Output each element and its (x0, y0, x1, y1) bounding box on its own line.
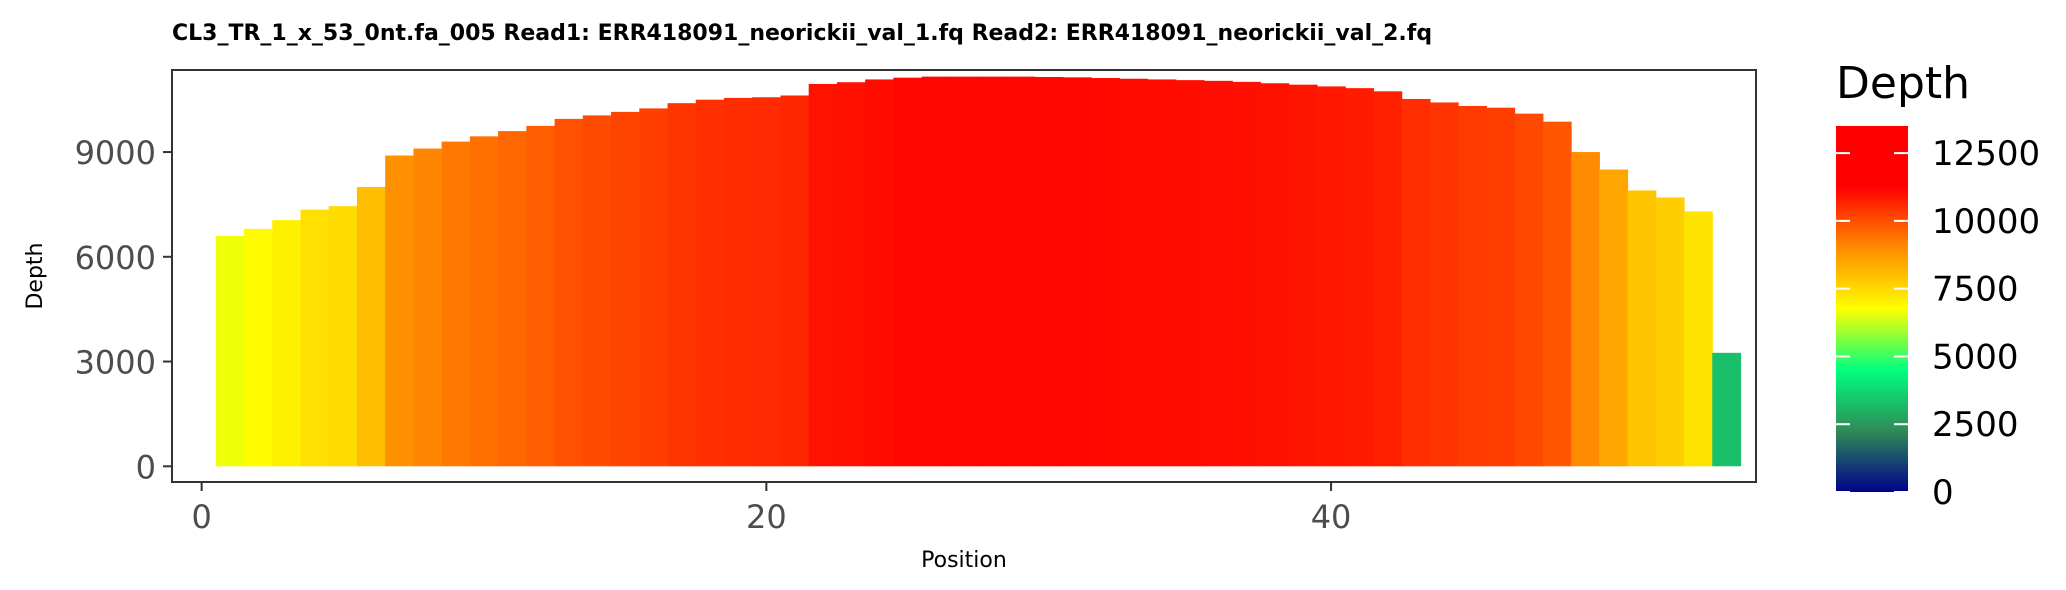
colorbar-tick-label: 5000 (1932, 337, 2019, 377)
bar-47 (1514, 113, 1544, 467)
colorbar-tick-label: 2500 (1932, 405, 2019, 445)
bar-42 (1373, 91, 1403, 467)
bar-16 (639, 108, 669, 467)
bar-38 (1260, 83, 1290, 467)
colorbar-tick-label: 7500 (1932, 270, 2019, 310)
bar-26 (921, 76, 951, 467)
bar-43 (1401, 98, 1431, 467)
x-axis-title: Position (921, 548, 1007, 573)
x-axis: 0 20 40 (191, 482, 1351, 536)
bar-36 (1204, 80, 1233, 467)
bar-40 (1316, 86, 1346, 467)
y-axis: 0 3000 6000 9000 (75, 134, 172, 486)
bar-31 (1062, 77, 1092, 467)
bar-9 (441, 141, 471, 467)
colorbar-tick-label: 0 (1932, 473, 1954, 513)
bar-34 (1147, 79, 1177, 467)
bar-24 (865, 79, 895, 467)
bar-33 (1119, 78, 1149, 467)
bar-22 (808, 83, 838, 467)
x-tick-label: 40 (1311, 498, 1352, 536)
y-tick-label: 0 (136, 448, 156, 486)
bar-4 (300, 209, 330, 467)
bar-14 (582, 115, 612, 467)
bar-27 (949, 76, 979, 467)
bar-17 (667, 103, 697, 467)
bar-35 (1175, 80, 1205, 467)
y-tick-label: 6000 (75, 239, 156, 277)
bar-50 (1599, 169, 1629, 467)
bar-54 (1712, 352, 1742, 467)
x-tick-label: 20 (746, 498, 787, 536)
y-tick-label: 9000 (75, 134, 156, 172)
bar-45 (1458, 105, 1487, 467)
y-tick-label: 3000 (75, 344, 156, 382)
bar-15 (611, 111, 640, 467)
bar-20 (752, 97, 782, 467)
bar-48 (1542, 121, 1572, 467)
colorbar-tick-label: 12500 (1932, 134, 2040, 174)
bar-23 (836, 82, 866, 467)
bar-25 (893, 77, 923, 467)
bar-5 (328, 206, 358, 467)
bar-37 (1232, 81, 1262, 467)
bar-18 (695, 99, 725, 467)
chart-title: CL3_TR_1_x_53_0nt.fa_005 Read1: ERR41809… (172, 21, 1432, 46)
legend-title: Depth (1836, 58, 1970, 109)
bar-53 (1684, 211, 1713, 467)
bar-7 (385, 155, 415, 467)
bar-3 (272, 220, 302, 467)
bar-12 (526, 125, 556, 467)
bar-2 (244, 228, 273, 467)
bar-1 (215, 235, 245, 467)
bar-51 (1627, 190, 1657, 467)
colorbar (1836, 126, 1908, 492)
bar-28 (978, 76, 1007, 467)
bar-29 (1006, 76, 1036, 467)
bar-46 (1486, 107, 1516, 467)
bar-41 (1345, 88, 1375, 467)
bar-32 (1091, 78, 1120, 467)
bar-19 (724, 97, 753, 467)
bar-13 (554, 118, 584, 467)
bars (215, 76, 1742, 467)
bar-21 (780, 95, 810, 467)
bar-52 (1655, 197, 1685, 467)
bar-6 (356, 186, 386, 467)
bar-49 (1571, 152, 1600, 467)
bar-10 (469, 136, 499, 467)
colorbar-legend: Depth 0 2500 5000 7500 10000 12500 (1836, 58, 2040, 513)
bar-8 (413, 148, 443, 467)
bar-39 (1288, 84, 1318, 467)
plot-panel-border (171, 69, 1757, 483)
bar-44 (1429, 102, 1459, 467)
bar-30 (1034, 76, 1064, 467)
colorbar-tick-label: 10000 (1932, 202, 2040, 242)
y-axis-title: Depth (23, 242, 48, 309)
x-tick-label: 0 (191, 498, 211, 536)
bar-11 (498, 131, 527, 467)
